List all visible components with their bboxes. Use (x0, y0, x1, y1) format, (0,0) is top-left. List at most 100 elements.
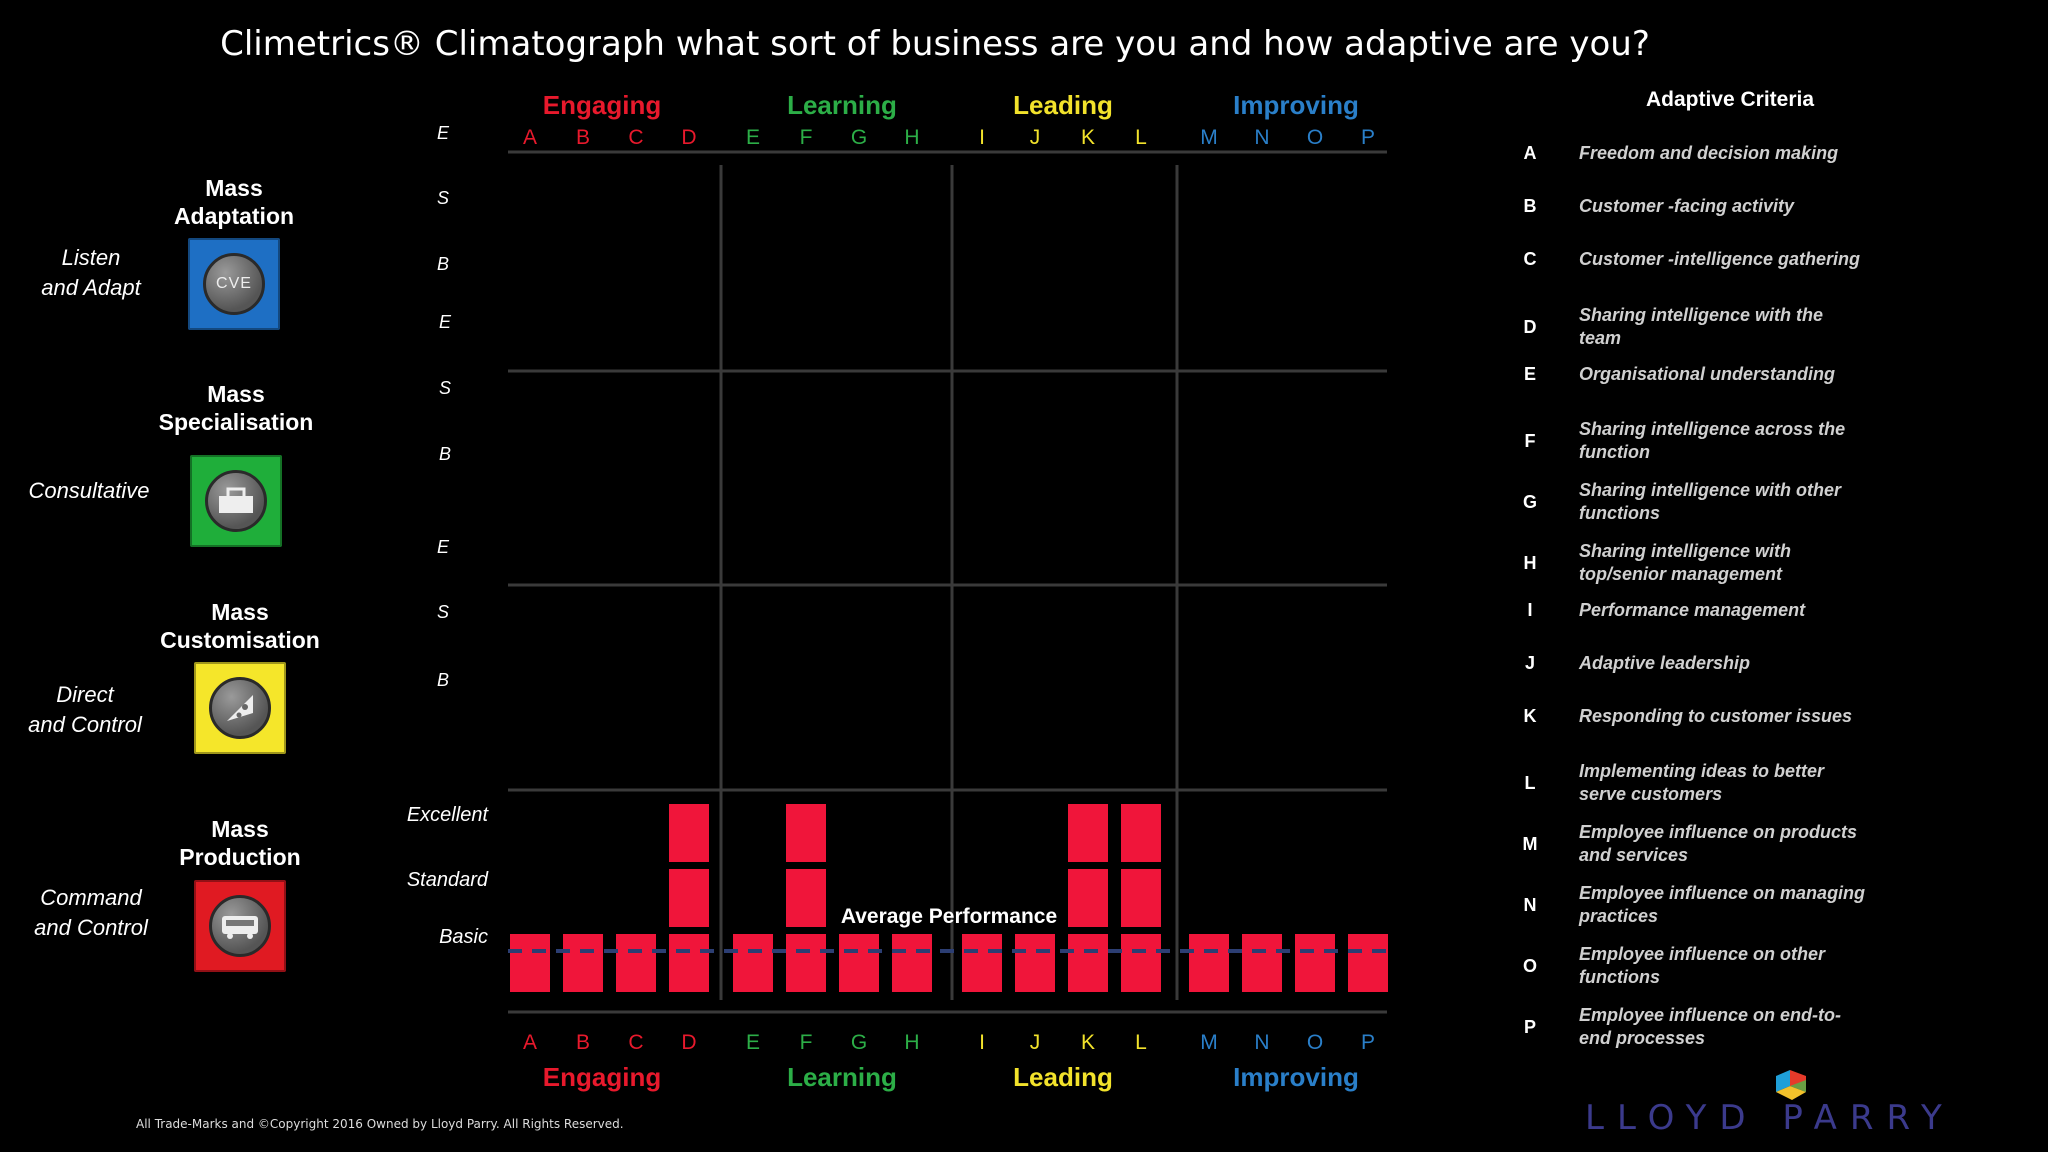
tier-name-4: Mass Production (120, 815, 360, 871)
criteria-letter-o: O (1522, 956, 1537, 976)
criteria-letter-d: D (1523, 317, 1537, 337)
criteria-text-line1: Employee influence on managing (1579, 883, 1866, 903)
tier-name-3: Mass Customisation (120, 598, 360, 654)
column-letter-k-top: K (1081, 126, 1095, 149)
bar-f-basic (786, 934, 826, 992)
tier-description-line1: Command (40, 885, 142, 910)
bar-f-excellent (786, 804, 826, 862)
column-letter-d-top: D (681, 126, 696, 149)
criteria-text-i: Performance management (1579, 599, 1899, 622)
criteria-text-line1: Implementing ideas to better (1579, 761, 1825, 781)
criteria-text-line1: Employee influence on end-to- (1579, 1005, 1842, 1025)
bar-k-standard (1068, 869, 1108, 927)
tier-name-1: Mass Adaptation (114, 174, 354, 230)
tier-name-line2: Adaptation (173, 203, 295, 229)
criteria-text-g: Sharing intelligence with other functions (1579, 479, 1899, 525)
column-letter-h-top: H (904, 126, 919, 149)
group-label-learning-bottom: Learning (787, 1062, 897, 1092)
tier-name-line1: Mass (211, 816, 269, 842)
bar-c-basic (616, 934, 656, 992)
tier-description-line2: and Adapt (41, 275, 141, 300)
column-letter-e-top: E (746, 126, 760, 149)
bar-o-basic (1295, 934, 1335, 992)
column-letter-b-bottom: B (576, 1031, 590, 1054)
lloyd-parry-cube-icon (1776, 1070, 1806, 1100)
column-letter-j-top: J (1030, 126, 1041, 149)
criteria-text-c: Customer -intelligence gathering (1579, 248, 1899, 271)
column-letter-a-bottom: A (523, 1031, 537, 1054)
pizza-slice-icon (209, 677, 271, 739)
column-letter-d-bottom: D (681, 1031, 696, 1054)
column-letter-c-bottom: C (628, 1031, 643, 1054)
criteria-letter-e: E (1523, 364, 1536, 384)
level-label-2-b: B (439, 444, 451, 464)
tier-description-line1: Direct (56, 682, 114, 707)
criteria-letter-g: G (1522, 492, 1537, 512)
tier-description-line1: Listen (61, 245, 121, 270)
criteria-letter-f: F (1524, 431, 1536, 451)
group-label-improving-bottom: Improving (1233, 1062, 1359, 1092)
criteria-text-o: Employee influence on other functions (1579, 943, 1899, 989)
criteria-title: Adaptive Criteria (1645, 88, 1815, 111)
criteria-text-e: Organisational understanding (1579, 363, 1899, 386)
tier-description-4: Command and Control (6, 883, 176, 943)
column-letter-m-top: M (1200, 126, 1218, 149)
column-letter-p-top: P (1361, 126, 1375, 149)
criteria-letter-p: P (1523, 1017, 1536, 1037)
copyright-notice: All Trade-Marks and ©Copyright 2016 Owne… (136, 1117, 624, 1131)
column-letter-e-bottom: E (746, 1031, 760, 1054)
tier-description-3: Direct and Control (0, 680, 170, 740)
criteria-letter-k: K (1523, 706, 1537, 726)
criteria-text-l: Implementing ideas to better serve custom… (1579, 760, 1899, 806)
criteria-text-line1: Customer -intelligence gathering (1579, 249, 1861, 269)
lloyd-parry-logo: LLOYD PARRY (1585, 1098, 1955, 1138)
group-label-learning-top: Learning (787, 90, 897, 120)
tier-description-1: Listen and Adapt (6, 243, 176, 303)
tier-badge-3 (194, 662, 286, 754)
criteria-text-line1: Performance management (1579, 600, 1806, 620)
cve-icon: CVE (203, 253, 265, 315)
tier-description-line2: and Control (28, 712, 142, 737)
bar-b-basic (563, 934, 603, 992)
group-label-leading-top: Leading (1013, 90, 1113, 120)
bar-p-basic (1348, 934, 1388, 992)
bar-d-standard (669, 869, 709, 927)
criteria-text-line2: functions (1579, 503, 1660, 523)
column-letter-m-bottom: M (1200, 1031, 1218, 1054)
group-label-engaging-top: Engaging (543, 90, 661, 120)
column-letter-k-bottom: K (1081, 1031, 1095, 1054)
tier-name-2: Mass Specialisation (116, 380, 356, 436)
bar-m-basic (1189, 934, 1229, 992)
tier-name-line1: Mass (211, 599, 269, 625)
criteria-text-p: Employee influence on end-to-end process… (1579, 1004, 1899, 1050)
criteria-letter-b: B (1523, 196, 1537, 216)
level-label-1-s: S (437, 188, 449, 208)
level-label-1-e: E (437, 123, 450, 143)
criteria-text-line1: Adaptive leadership (1579, 653, 1751, 673)
tier-name-line1: Mass (205, 175, 263, 201)
column-letter-f-top: F (800, 126, 813, 149)
criteria-text-line1: Sharing intelligence with (1579, 541, 1792, 561)
criteria-text-line1: Customer -facing activity (1579, 196, 1795, 216)
tier-description-line2: and Control (34, 915, 148, 940)
criteria-letter-j: J (1524, 653, 1535, 673)
criteria-letter-l: L (1524, 773, 1536, 793)
criteria-text-line2: functions (1579, 967, 1660, 987)
criteria-text-h: Sharing intelligence with top/senior mana… (1579, 540, 1899, 586)
criteria-text-line1: Sharing intelligence with other (1579, 480, 1842, 500)
bar-f-standard (786, 869, 826, 927)
level-label-4-standard: Standard (407, 869, 489, 891)
column-letter-i-top: I (979, 126, 985, 149)
group-label-leading-bottom: Leading (1013, 1062, 1113, 1092)
tier-name-line2: Customisation (160, 627, 320, 653)
column-letter-n-bottom: N (1254, 1031, 1269, 1054)
criteria-text-line2: function (1579, 442, 1650, 462)
criteria-letter-h: H (1523, 553, 1537, 573)
tier-name-line1: Mass (207, 381, 265, 407)
criteria-text-line1: Freedom and decision making (1579, 143, 1839, 163)
level-label-3-s: S (437, 602, 449, 622)
criteria-text-d: Sharing intelligence with the team (1579, 304, 1899, 350)
column-letter-g-bottom: G (851, 1031, 867, 1054)
tier-name-line2: Production (179, 844, 301, 870)
